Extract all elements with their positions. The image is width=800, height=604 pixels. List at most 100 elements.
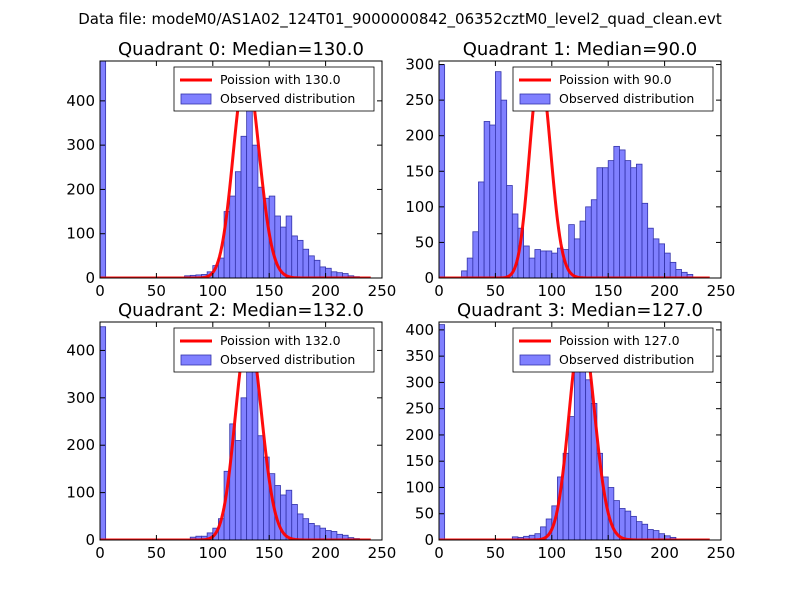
legend-line-label: Poission with 130.0 <box>220 72 341 87</box>
axes-frame <box>438 60 722 279</box>
x-tick-label: 200 <box>311 544 340 562</box>
x-tick-label: 150 <box>255 282 284 300</box>
histogram-bar <box>619 149 626 278</box>
y-tick-label: 150 <box>405 162 434 180</box>
histogram-bar <box>240 135 248 278</box>
y-tick-label: 0 <box>424 531 434 549</box>
legend-bar-label: Observed distribution <box>559 352 694 367</box>
legend-bar-swatch <box>519 93 551 105</box>
histogram-bar <box>308 255 315 278</box>
histogram-bar <box>573 238 581 278</box>
figure-suptitle: Data file: modeM0/AS1A02_124T01_90000008… <box>78 10 722 29</box>
histogram-bar <box>251 144 259 278</box>
histogram-bar <box>246 104 253 278</box>
y-tick-label: 300 <box>66 389 95 407</box>
x-tick-label: 50 <box>486 544 505 562</box>
histogram-bar <box>590 199 598 278</box>
y-tick-label: 300 <box>405 56 434 74</box>
histogram-bar <box>472 231 479 278</box>
histogram-bar <box>302 248 310 278</box>
y-tick-label: 0 <box>85 531 95 549</box>
x-tick-label: 150 <box>594 282 623 300</box>
histogram-bar <box>669 261 677 278</box>
poisson-fit-line <box>439 70 711 278</box>
histogram-bar <box>551 252 558 278</box>
x-tick-label: 100 <box>537 282 566 300</box>
x-tick-label: 100 <box>537 544 566 562</box>
quadrant-3-panel: 0 50 100 150 200 250 0 50 100 150 200 250 300 350 400 Q… <box>405 300 735 562</box>
y-tick-label: 300 <box>405 373 434 391</box>
histogram-bar <box>100 61 107 278</box>
histogram-bar <box>652 238 660 278</box>
histogram-bar <box>319 527 326 540</box>
histogram-bar <box>308 523 315 540</box>
histogram-bar <box>534 249 541 278</box>
histogram-bar <box>573 342 581 540</box>
histogram-bar <box>636 521 643 540</box>
histogram-bar <box>229 195 236 278</box>
y-tick-label: 200 <box>66 436 95 454</box>
quadrant-1-plot-area <box>439 64 711 278</box>
y-tick-label: 400 <box>405 321 434 339</box>
histogram-bar <box>636 163 643 278</box>
histogram-bar <box>658 243 666 278</box>
histogram-bar <box>579 220 587 278</box>
y-tick-label: 50 <box>415 505 434 523</box>
quadrant-1-title: Quadrant 1: Median=90.0 <box>463 39 698 60</box>
histogram-bar <box>240 397 248 540</box>
histogram-bar <box>478 181 485 278</box>
histogram-bar <box>291 235 298 278</box>
histogram-bar <box>500 99 508 278</box>
y-tick-label: 100 <box>405 198 434 216</box>
histogram-bar <box>607 160 615 278</box>
y-tick-label: 200 <box>405 426 434 444</box>
quadrant-2-panel: 0 50 100 150 200 250 0 100 200 300 400 Quadrant 2: … <box>66 300 396 562</box>
histogram-bar <box>246 345 253 540</box>
x-tick-label: 200 <box>650 544 679 562</box>
quadrant-3-legend: Poission with 127.0 Observed distribution <box>512 327 714 373</box>
y-tick-label: 150 <box>405 452 434 470</box>
histogram-bar <box>585 379 592 540</box>
histogram-bar <box>624 510 632 540</box>
quadrant-2-title: Quadrant 2: Median=132.0 <box>118 300 364 321</box>
histogram-bar <box>285 215 293 278</box>
x-tick-label: 0 <box>95 282 105 300</box>
histogram-bar <box>624 160 632 278</box>
histogram-bar <box>257 435 264 540</box>
axes-frame <box>438 321 722 541</box>
axes-frame <box>99 321 383 541</box>
histogram-bar <box>596 167 603 278</box>
legend-bar-label: Observed distribution <box>220 352 355 367</box>
histogram-bar <box>296 239 304 278</box>
x-tick-label: 100 <box>198 544 227 562</box>
x-tick-label: 50 <box>486 282 505 300</box>
histogram-bar <box>568 416 575 540</box>
quadrant-2-legend: Poission with 132.0 Observed distribution <box>173 327 375 373</box>
histogram-bar <box>466 257 474 278</box>
y-tick-label: 50 <box>415 233 434 251</box>
y-tick-label: 100 <box>66 225 95 243</box>
histogram-bar <box>313 259 321 278</box>
histogram-bar <box>234 171 242 278</box>
x-tick-label: 0 <box>95 544 105 562</box>
histogram-bar <box>257 186 264 278</box>
x-tick-label: 50 <box>147 544 166 562</box>
x-tick-label: 50 <box>147 282 166 300</box>
quadrant-1-panel: 0 50 100 150 200 250 0 50 100 150 200 250 300 Quadran… <box>405 39 735 300</box>
histogram-bar <box>439 324 446 540</box>
histogram-bar <box>641 523 649 540</box>
quadrant-0-title: Quadrant 0: Median=130.0 <box>118 39 364 60</box>
histogram-bar <box>251 371 259 540</box>
legend-bar-label: Observed distribution <box>559 91 694 106</box>
histogram-bar <box>613 145 620 278</box>
x-tick-label: 200 <box>650 282 679 300</box>
y-tick-label: 250 <box>405 91 434 109</box>
y-tick-label: 100 <box>405 478 434 496</box>
x-tick-label: 0 <box>434 282 444 300</box>
histogram-bar <box>540 250 547 278</box>
x-tick-label: 250 <box>368 544 397 562</box>
quadrant-3-title: Quadrant 3: Median=127.0 <box>457 300 703 321</box>
histogram-bar <box>647 227 654 278</box>
